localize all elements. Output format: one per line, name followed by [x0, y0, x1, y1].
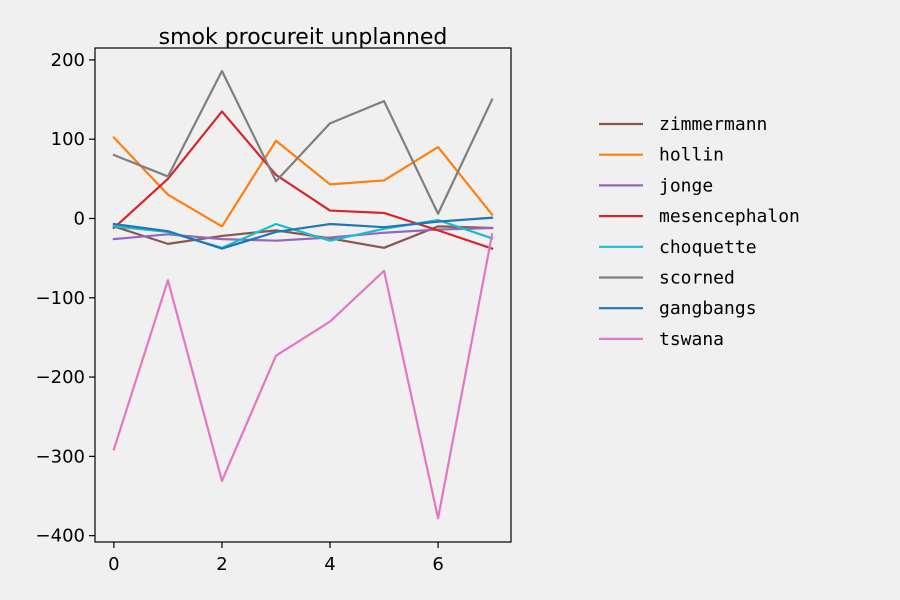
y-tick-label: −300 [36, 446, 85, 467]
series-lines [112, 69, 494, 520]
y-tick-label: −400 [36, 526, 85, 547]
series-line-scorned [112, 69, 494, 215]
legend-label: scorned [659, 268, 735, 289]
legend-entry-mesencephalon: mesencephalon [599, 206, 800, 227]
legend-entry-jonge: jonge [599, 175, 713, 196]
legend: zimmermann hollin jonge mesencephalon choque… [599, 114, 800, 350]
legend-label: choquette [659, 237, 757, 258]
series-line-gangbangs [112, 216, 494, 250]
legend-entry-choquette: choquette [599, 237, 757, 258]
legend-entry-tswana: tswana [599, 329, 724, 350]
axes: 0 2 4 6 −400 −300 −200 −100 0 100 200 [36, 48, 511, 575]
plot-frame [94, 47, 512, 543]
chart-title: smok procureit unplanned [159, 25, 448, 50]
series-line-mesencephalon [112, 110, 494, 251]
x-tick-label: 4 [324, 554, 335, 575]
series-line-hollin [112, 136, 494, 228]
y-tick-label: −100 [36, 288, 85, 309]
y-tick-label: 200 [51, 50, 85, 71]
legend-entry-scorned: scorned [599, 268, 735, 289]
legend-entry-gangbangs: gangbangs [599, 298, 757, 319]
y-tick-label: 100 [51, 129, 85, 150]
y-tick-label: 0 [74, 208, 85, 229]
legend-label: zimmermann [659, 114, 767, 135]
series-line-tswana [112, 233, 494, 520]
x-tick-label: 0 [108, 554, 119, 575]
y-tick-label: −200 [36, 367, 85, 388]
legend-label: mesencephalon [659, 206, 800, 227]
x-tick-label: 6 [432, 554, 443, 575]
legend-label: gangbangs [659, 298, 757, 319]
legend-entry-zimmermann: zimmermann [599, 114, 767, 135]
legend-entry-hollin: hollin [599, 145, 724, 166]
legend-label: hollin [659, 145, 724, 166]
legend-label: tswana [659, 329, 724, 350]
axes-frame [94, 47, 512, 543]
legend-label: jonge [659, 175, 713, 196]
x-tick-label: 2 [216, 554, 227, 575]
